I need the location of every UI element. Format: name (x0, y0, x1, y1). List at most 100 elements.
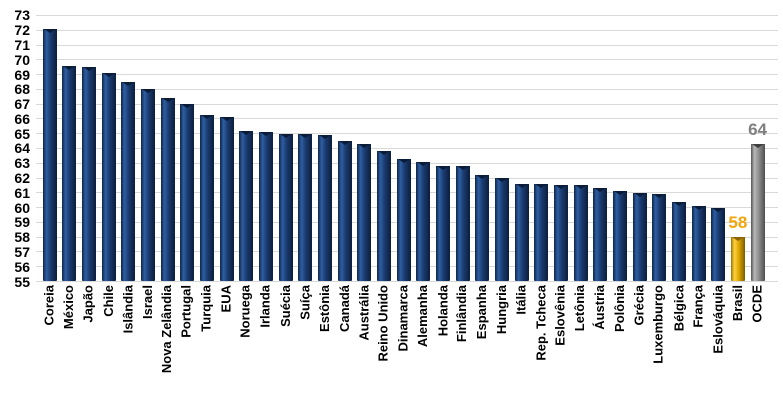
gridline (36, 147, 778, 149)
bar (357, 144, 372, 282)
bar-value-label: 64 (748, 120, 767, 140)
gridline (36, 59, 778, 61)
bar (593, 188, 608, 282)
x-axis-label: Austrália (356, 285, 372, 341)
bar (534, 183, 549, 282)
x-axis-label: Letônia (572, 285, 588, 332)
bar (494, 178, 509, 282)
x-axis-label: Coreia (41, 285, 57, 326)
bar (514, 183, 529, 282)
bar (278, 133, 293, 282)
gridline (36, 281, 778, 282)
bar (81, 67, 96, 282)
y-axis-tick-label: 57 (14, 243, 30, 260)
x-axis-label: Eslovênia (552, 285, 568, 346)
bar (396, 158, 411, 282)
y-axis-tick-label: 71 (14, 37, 30, 54)
x-axis-label: Chile (100, 285, 116, 317)
x-axis-label: Japão (80, 285, 96, 323)
x-axis-label: Polônia (611, 285, 627, 332)
x-axis-label: Bélgica (670, 285, 686, 332)
gridline (36, 133, 778, 135)
gridline (36, 103, 778, 105)
x-axis-label: Canadá (336, 285, 352, 332)
x-axis-label: Luxemburgo (651, 285, 667, 364)
bar (219, 117, 234, 282)
y-axis-tick-label: 58 (14, 229, 30, 246)
y-axis-tick-label: 61 (14, 184, 30, 201)
x-axis-label: Suíça (297, 285, 313, 320)
x-axis-label: Rep. Tcheca (533, 285, 549, 361)
bar (376, 151, 391, 282)
y-axis-tick-label: 72 (14, 22, 30, 39)
bar (337, 141, 352, 282)
x-axis-label: Áustria (592, 285, 608, 330)
bar (298, 133, 313, 282)
bar (671, 201, 686, 282)
bar (612, 191, 627, 282)
y-axis-tick-label: 64 (14, 140, 30, 157)
x-axis-label: Dinamarca (395, 285, 411, 352)
x-axis-label: Finlândia (454, 285, 470, 343)
bar (160, 98, 175, 282)
x-axis-label: Espanha (474, 285, 490, 340)
y-axis-tick-label: 73 (14, 7, 30, 24)
bar (691, 206, 706, 282)
y-axis-tick-label: 59 (14, 214, 30, 231)
y-axis-tick-label: 63 (14, 155, 30, 172)
x-axis-label: França (690, 285, 706, 328)
bar (750, 144, 765, 282)
bar (121, 81, 136, 282)
bar (730, 237, 745, 282)
bar (416, 161, 431, 282)
bar-value-label: 58 (728, 213, 748, 233)
bar (101, 73, 116, 282)
bar (180, 104, 195, 282)
gridline (36, 88, 778, 90)
y-axis-tick-label: 62 (14, 170, 30, 187)
x-axis-label: Suécia (277, 285, 293, 327)
x-axis-label: Grécia (631, 285, 647, 326)
bar (239, 130, 254, 282)
gridline (36, 44, 778, 46)
bar (258, 132, 273, 282)
x-axis-label: Holanda (434, 285, 450, 337)
bar (632, 192, 647, 282)
bar (140, 89, 155, 282)
bar (62, 65, 77, 282)
bar (711, 207, 726, 282)
y-axis-tick-label: 56 (14, 258, 30, 275)
y-axis-tick-label: 67 (14, 96, 30, 113)
y-axis-tick-label: 70 (14, 51, 30, 68)
x-axis-label: Islândia (120, 285, 136, 334)
gridline (36, 14, 778, 16)
bar (42, 28, 57, 282)
y-axis-tick-label: 69 (14, 66, 30, 83)
y-axis-tick-label: 68 (14, 81, 30, 98)
x-axis-label: Reino Unido (375, 285, 391, 362)
x-axis-label: Brasil (729, 285, 745, 322)
x-axis-label: Israel (139, 285, 155, 319)
x-axis-label: Noruega (238, 285, 254, 338)
bar (455, 166, 470, 282)
bar (475, 175, 490, 282)
x-axis-label: Turquia (198, 285, 214, 332)
gridline (36, 118, 778, 120)
x-axis-label: México (61, 285, 77, 330)
x-axis-label: Estônia (316, 285, 332, 332)
bar (573, 185, 588, 282)
y-axis-tick-label: 66 (14, 110, 30, 127)
bar (652, 194, 667, 282)
x-axis-label: Itália (513, 285, 529, 315)
gridline (36, 29, 778, 31)
y-axis-tick-label: 55 (14, 273, 30, 290)
x-axis-label: Irlanda (257, 285, 273, 328)
x-axis-label: Nova Zelândia (159, 285, 175, 374)
bar (553, 185, 568, 282)
bar (317, 135, 332, 282)
y-axis-tick-label: 60 (14, 199, 30, 216)
y-axis-tick-label: 65 (14, 125, 30, 142)
bar (435, 166, 450, 282)
x-axis-label: Eslováquia (710, 285, 726, 354)
